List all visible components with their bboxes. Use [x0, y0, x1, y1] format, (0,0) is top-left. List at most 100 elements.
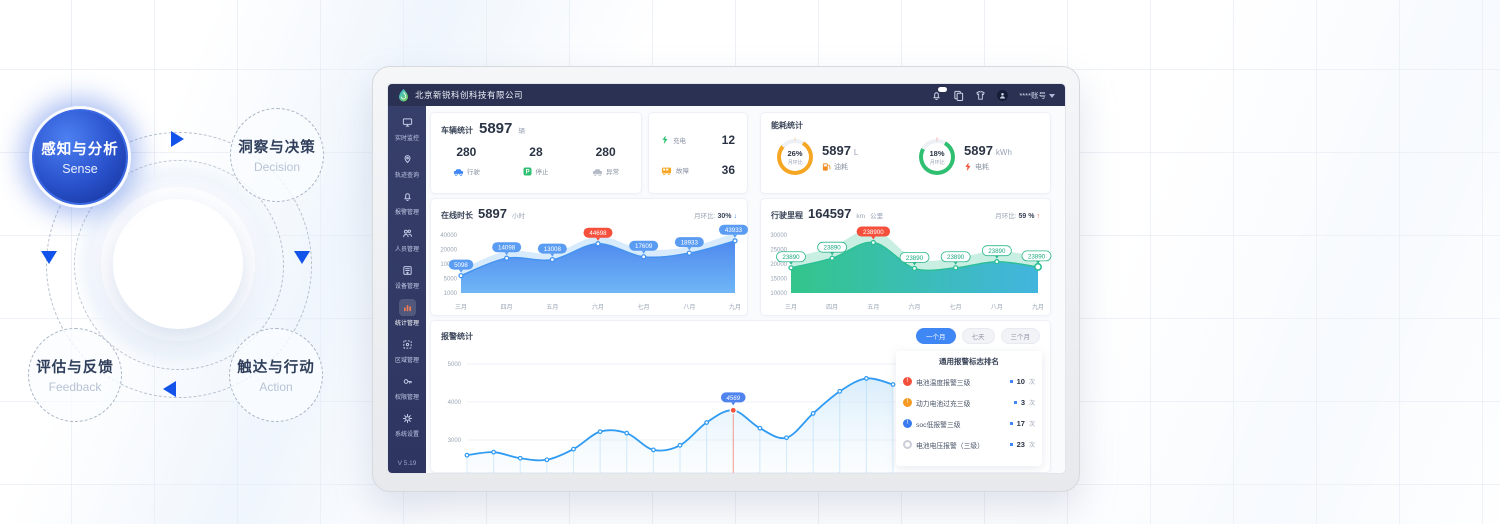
svg-text:5000: 5000 — [444, 277, 458, 283]
arrow-left-icon — [163, 381, 176, 397]
mileage-total: 164597 — [808, 206, 852, 221]
route-pin-icon — [399, 151, 416, 168]
dot-icon — [1009, 443, 1013, 446]
stat-stopped: 28 P 停止 — [523, 145, 548, 176]
node-subtitle: Sense — [62, 162, 98, 176]
svg-text:五月: 五月 — [867, 304, 879, 311]
svg-text:4000: 4000 — [448, 400, 462, 406]
bolt-green-icon — [662, 135, 668, 145]
svg-text:八月: 八月 — [683, 304, 695, 311]
app-version: V 5.19 — [397, 460, 417, 467]
ranking-title: 通用报警标志排名 — [939, 357, 999, 366]
sidebar-item-permission[interactable]: 权限管理 — [388, 368, 426, 405]
section-title: 报警统计 — [441, 332, 473, 341]
sidebar-item-alarm-manage[interactable]: 报警管理 — [388, 183, 426, 220]
device-frame: 北京新锐科创科技有限公司 — [372, 66, 1080, 492]
svg-text:23890: 23890 — [947, 254, 965, 261]
svg-text:20000: 20000 — [440, 248, 457, 254]
diagram-node-decision: 洞察与决策 Decision — [230, 108, 324, 202]
ranking-item[interactable]: 电池电压报警（三级） 23 次 — [903, 434, 1035, 455]
car-blue-icon — [453, 168, 463, 176]
center-circle — [113, 199, 243, 329]
svg-text:23890: 23890 — [1028, 253, 1046, 260]
theme-shirt-icon[interactable] — [975, 90, 986, 101]
power-ring: ↑ 18% 月环比 — [919, 136, 955, 175]
sidebar-item-personnel[interactable]: 人员管理 — [388, 220, 426, 257]
svg-text:七月: 七月 — [638, 303, 650, 311]
svg-text:18933: 18933 — [681, 240, 699, 247]
svg-text:23890: 23890 — [782, 254, 800, 261]
document-icon[interactable] — [953, 90, 964, 101]
chart-title: 行驶里程 — [771, 211, 803, 220]
node-subtitle: Feedback — [48, 380, 102, 394]
arrow-down-icon — [294, 251, 310, 264]
svg-text:三月: 三月 — [785, 304, 797, 311]
svg-text:13008: 13008 — [544, 246, 562, 253]
sidebar-item-settings[interactable]: 系统设置 — [388, 405, 426, 442]
svg-text:44698: 44698 — [589, 230, 607, 237]
svg-text:4569: 4569 — [726, 395, 740, 402]
trend-down-icon: ↓ — [733, 213, 738, 220]
bus-orange-icon — [661, 167, 672, 175]
dot-icon — [1013, 401, 1017, 404]
svg-text:23890: 23890 — [988, 248, 1006, 255]
statistics-icon — [398, 298, 416, 316]
trend-up-icon: ↑ — [1036, 213, 1041, 220]
svg-text:30000: 30000 — [770, 233, 787, 239]
permission-key-icon — [399, 373, 416, 390]
node-title: 评估与反馈 — [36, 360, 114, 376]
bolt-red-icon — [965, 162, 971, 171]
svg-text:三月: 三月 — [455, 304, 467, 311]
svg-text:10000: 10000 — [770, 291, 787, 297]
sidebar-item-track-query[interactable]: 轨迹查询 — [388, 146, 426, 183]
tab-three-months[interactable]: 三个月 — [1000, 328, 1040, 344]
svg-text:23890: 23890 — [824, 245, 842, 252]
avatar[interactable] — [997, 89, 1009, 101]
alarm-ranking-panel: 通用报警标志排名 ! 电池温度报警三级 10 次 ! 动力电池过充三级 — [896, 351, 1042, 466]
svg-text:3000: 3000 — [448, 438, 462, 444]
ranking-item[interactable]: ! soc低报警三级 17 次 — [903, 413, 1035, 434]
mom-indicator: 月环比: 30% ↓ — [694, 213, 738, 220]
svg-text:四月: 四月 — [826, 304, 838, 311]
alarm-trend-chart[interactable]: 3000 4000 5000 4569 — [431, 349, 1052, 473]
sidebar-item-statistics[interactable]: 统计管理 — [388, 294, 426, 331]
svg-text:238900: 238900 — [863, 229, 884, 236]
svg-text:P: P — [526, 169, 530, 175]
dashboard-content: 车辆统计 5897 辆 280 行驶 28 P 停止 — [426, 106, 1065, 473]
ranking-item[interactable]: ! 电池温度报警三级 10 次 — [903, 371, 1035, 392]
sidebar-item-region[interactable]: 区域管理 — [388, 331, 426, 368]
sidebar-item-device[interactable]: 设备管理 — [388, 257, 426, 294]
online-hours-total: 5897 — [478, 206, 507, 221]
svg-text:六月: 六月 — [908, 303, 920, 311]
svg-text:四月: 四月 — [501, 304, 513, 311]
tab-one-month[interactable]: 一个月 — [916, 328, 956, 344]
alert-badge-icon: ! — [903, 419, 912, 428]
svg-text:九月: 九月 — [729, 303, 741, 311]
monitor-icon — [399, 114, 416, 131]
svg-text:1000: 1000 — [444, 291, 458, 297]
arrow-right-icon — [171, 131, 184, 147]
svg-text:5098: 5098 — [454, 262, 468, 269]
alarm-bell-icon — [399, 188, 416, 205]
range-tabs: 一个月 七天 三个月 — [916, 328, 1040, 344]
node-title: 触达与行动 — [237, 360, 315, 376]
svg-text:23890: 23890 — [906, 255, 924, 262]
diagram-node-sense: 感知与分析 Sense — [32, 109, 128, 205]
account-menu[interactable]: ****账号 — [1019, 90, 1055, 101]
energy-stats-card: 能耗统计 ↑ 26% 月环比 5897 L 油耗 — [760, 112, 1051, 194]
svg-text:九月: 九月 — [1032, 303, 1044, 311]
dashboard-screen: 北京新锐科创科技有限公司 — [388, 84, 1065, 473]
tab-seven-days[interactable]: 七天 — [961, 328, 995, 344]
stat-abnormal: 280 异常 — [592, 145, 619, 176]
svg-text:17609: 17609 — [635, 243, 653, 250]
card-title: 能耗统计 — [771, 121, 803, 130]
fuel-ring: ↑ 26% 月环比 — [777, 136, 813, 175]
mileage-chart[interactable]: 10000 15000 20000 25000 30000 三月 四月 五月 六月 七月 八月 九月 2… — [761, 223, 1052, 315]
parking-green-icon: P — [523, 167, 532, 175]
ranking-item[interactable]: ! 动力电池过充三级 3 次 — [903, 392, 1035, 413]
bell-icon[interactable] — [931, 86, 948, 101]
sidebar-item-realtime-monitor[interactable]: 实时监控 — [388, 109, 426, 146]
charge-fault-card: 充电 12 故障 36 — [648, 112, 748, 194]
